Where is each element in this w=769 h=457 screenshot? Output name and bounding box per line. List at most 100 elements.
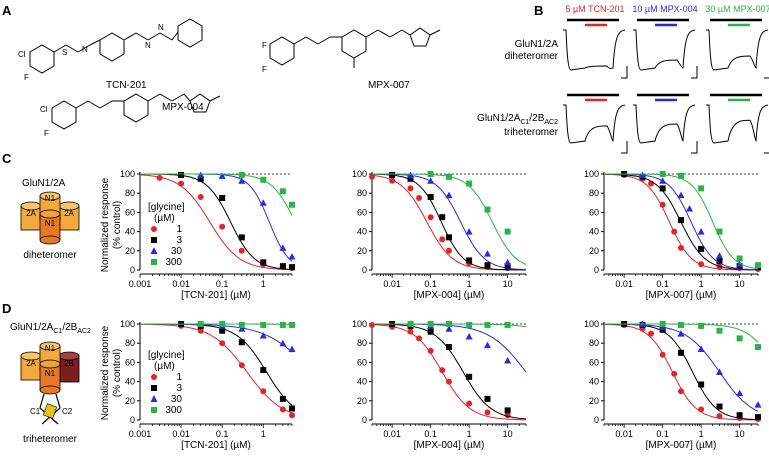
- data-point-300: [698, 185, 705, 192]
- ylabel-c-line1: Normalized response: [100, 177, 111, 272]
- tcn201-aryl-ring: [29, 44, 55, 74]
- subunit-2a: 2A: [26, 359, 36, 368]
- data-point-30: [716, 252, 723, 259]
- data-point-30: [716, 368, 723, 375]
- y-tick-label: 100: [584, 319, 599, 329]
- tcn201-n: N: [82, 45, 88, 54]
- data-point-300: [504, 321, 511, 328]
- data-point-300: [279, 321, 286, 328]
- data-point-30: [259, 332, 267, 339]
- data-point-1: [238, 247, 245, 254]
- data-point-300: [755, 262, 761, 269]
- tcn201-f: F: [24, 73, 29, 82]
- data-point-1: [238, 362, 245, 369]
- data-point-30: [197, 171, 205, 178]
- compound-label-tcn201: TCN-201: [106, 80, 147, 91]
- data-point-3: [260, 259, 267, 266]
- data-point-300: [407, 321, 414, 327]
- x-tick-label: 0.1: [424, 279, 437, 289]
- data-point-3: [659, 185, 666, 192]
- legend-marker: [151, 385, 157, 391]
- fit-curve-1: [604, 173, 758, 271]
- data-point-1: [698, 261, 705, 268]
- x-tick-label: 1: [467, 279, 472, 289]
- x-axis-label: [TCN-201] (µM): [181, 440, 251, 451]
- data-point-1: [671, 228, 678, 235]
- data-point-300: [678, 172, 684, 179]
- label-c2: C2: [62, 407, 73, 416]
- y-tick-label: 60: [589, 357, 599, 367]
- fit-curve-1: [139, 323, 293, 414]
- tcn201-cl: Cl: [18, 50, 26, 59]
- data-point-1: [156, 174, 163, 181]
- y-tick-label: 40: [589, 227, 599, 237]
- legend-marker: [150, 247, 158, 254]
- schematic-c-title: GluN1/2A: [22, 178, 66, 189]
- data-point-3: [466, 257, 473, 264]
- data-point-3: [698, 381, 705, 388]
- fit-curve-30: [604, 323, 759, 412]
- x-axis-label: [MPX-007] (µM): [646, 440, 717, 451]
- plot-d-1: 0 20 40 60 80 100 0.001 0.01 0.1 1 [TCN-201] (µM): [120, 319, 296, 451]
- data-point-30: [427, 177, 435, 184]
- data-point-1: [407, 185, 414, 192]
- data-point-3: [484, 262, 491, 269]
- data-point-3: [716, 258, 723, 265]
- data-point-30: [686, 205, 694, 212]
- subunit-2b: 2B: [64, 359, 74, 368]
- x-tick-label: 10: [735, 279, 745, 289]
- y-tick-label: 100: [120, 319, 135, 329]
- data-point-3: [178, 171, 185, 178]
- data-point-1: [178, 180, 185, 187]
- data-point-1: [659, 201, 666, 208]
- x-tick-label: 0.01: [383, 279, 401, 289]
- data-point-3: [407, 175, 414, 182]
- x-axis-label: [TCN-201] (µM): [181, 290, 251, 301]
- data-point-30: [677, 191, 685, 199]
- ylabel-c-line2: (% control): [112, 201, 123, 249]
- data-point-300: [484, 321, 491, 328]
- x-axis-label: [MPX-004] (µM): [414, 440, 485, 451]
- legend-marker: [151, 259, 157, 265]
- data-point-1: [446, 247, 452, 254]
- current-trace: [706, 104, 769, 144]
- data-point-30: [445, 325, 453, 332]
- subunit-n1-back: N1: [45, 344, 56, 353]
- coiled-coil-block: [42, 403, 58, 419]
- fit-curve-300: [140, 323, 293, 325]
- x-tick-label: 0.001: [129, 429, 152, 439]
- data-point-1: [407, 328, 414, 335]
- schematic-d-caption: triheteromer: [23, 434, 78, 445]
- mpx007-f2: F: [262, 65, 267, 74]
- data-point-3: [716, 403, 723, 410]
- data-point-30: [677, 330, 685, 337]
- y-tick-label: 40: [125, 227, 135, 237]
- tcn201-phenyl-ring: [177, 18, 203, 48]
- y-tick-label: 40: [357, 227, 367, 237]
- plot-d-3: 0 20 40 60 80 100 0.01 0.1 1 10 [MPX-007] (µM): [584, 319, 762, 451]
- data-point-300: [446, 173, 452, 180]
- y-tick-label: 100: [352, 319, 367, 329]
- current-traces: 5 µM TCN-201 10 µM MPX-004 30 µM MPX-007: [563, 4, 769, 154]
- x-tick-label: 0.01: [615, 279, 633, 289]
- scale-bar: [621, 66, 628, 79]
- mpx007-pyrazine-ring: [341, 29, 367, 59]
- data-point-300: [678, 321, 684, 328]
- schematic-c-caption: diheteromer: [23, 250, 77, 261]
- subunit-n1-front: N1: [45, 219, 56, 228]
- tcn201-benzyl-ring: [99, 32, 125, 62]
- data-point-1: [389, 177, 396, 184]
- data-point-30: [484, 341, 491, 349]
- x-tick-label: 0.01: [172, 429, 190, 439]
- current-trace: [633, 29, 696, 71]
- y-tick-label: 20: [357, 396, 367, 406]
- data-point-3: [755, 414, 761, 421]
- data-point-30: [697, 228, 705, 235]
- data-point-30: [279, 339, 287, 347]
- schematic-diheteromer: GluN1/2A N1 2A 2A N1 diheteromer: [20, 178, 80, 261]
- subunit-n1-back: N1: [45, 194, 56, 203]
- mpx004-cl: Cl: [40, 105, 48, 114]
- y-tick-label: 20: [589, 396, 599, 406]
- ylabel-d-line2: (% control): [112, 349, 123, 397]
- data-point-300: [659, 321, 666, 327]
